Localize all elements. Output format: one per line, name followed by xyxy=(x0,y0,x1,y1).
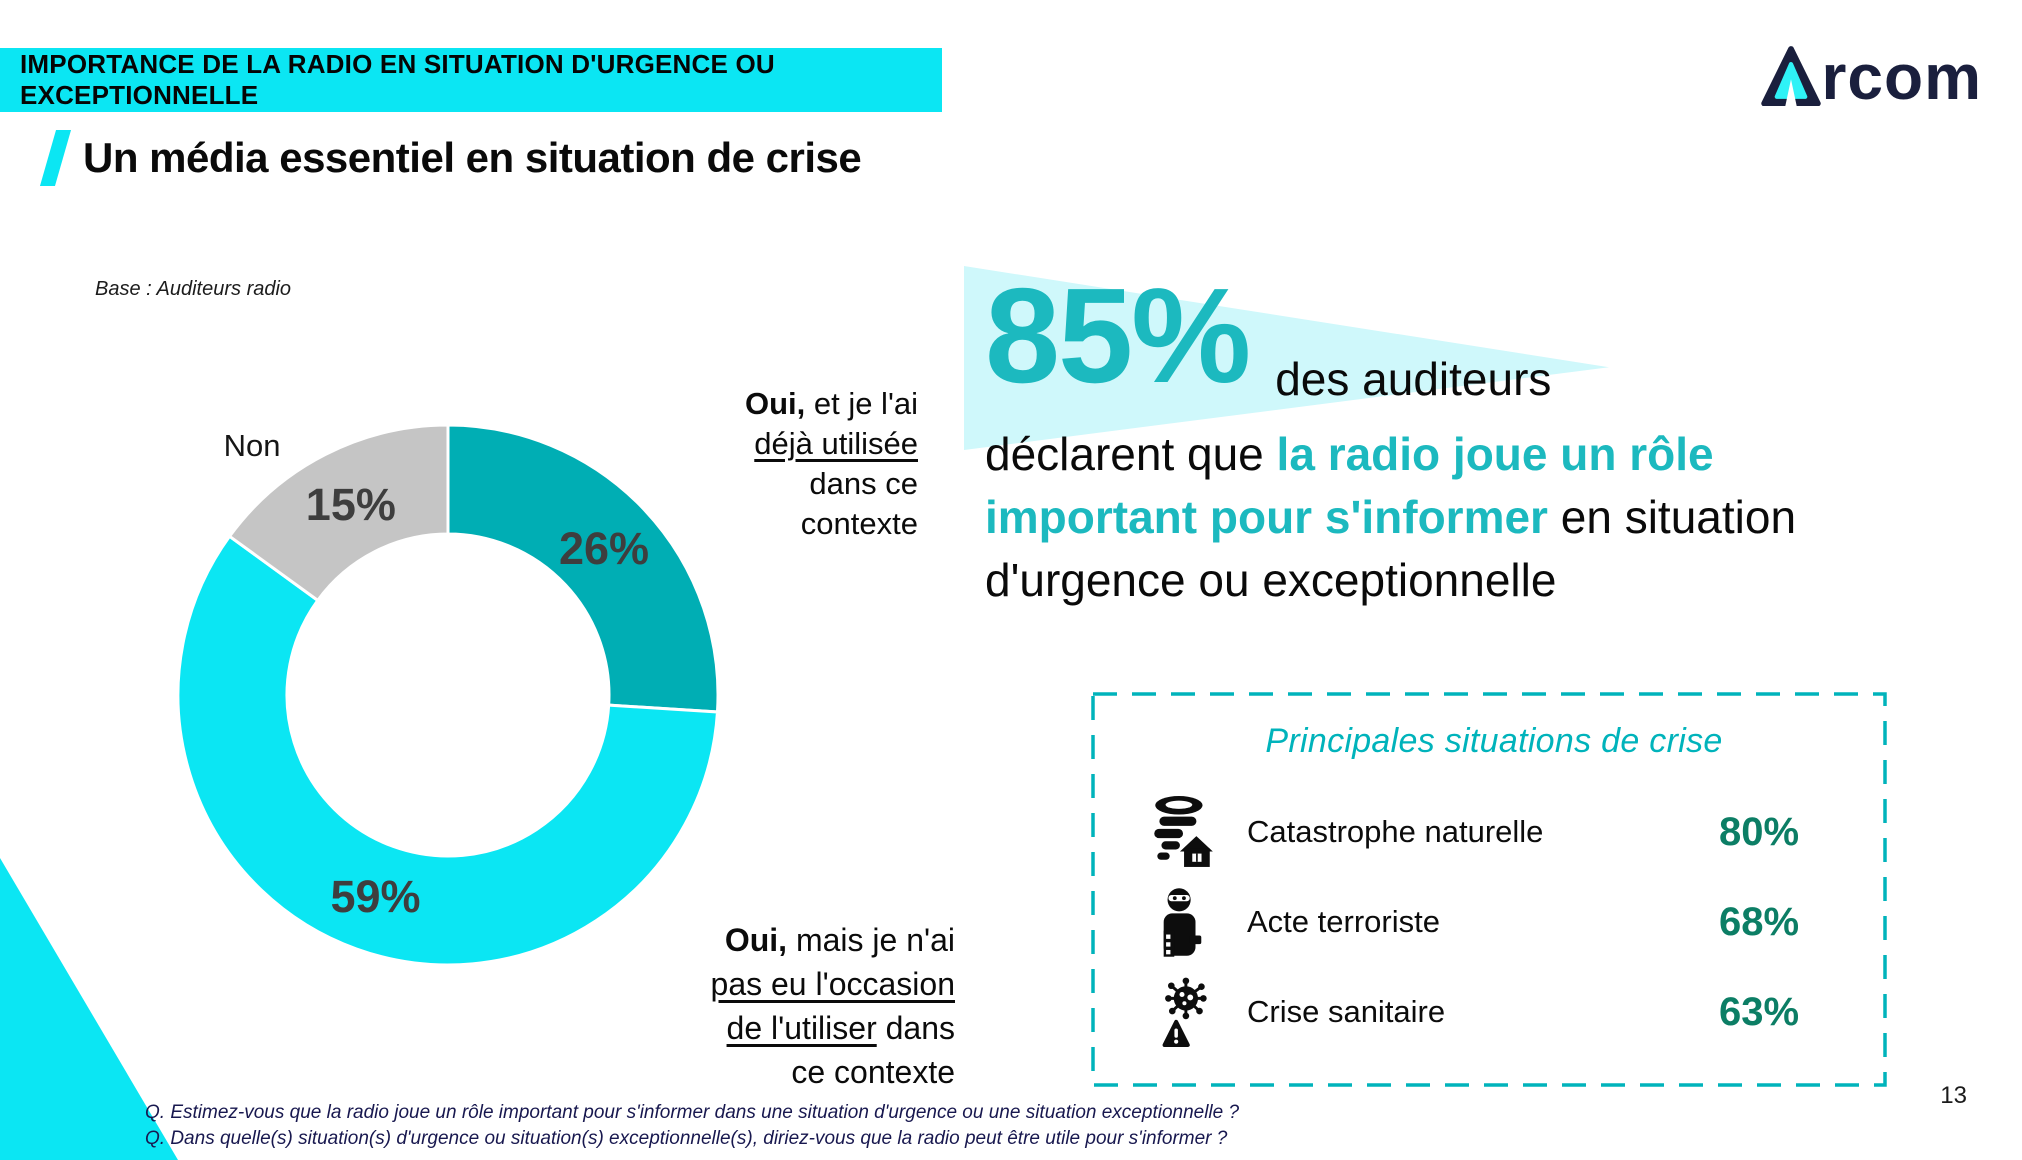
callout-text-accent: important pour s'informer xyxy=(985,491,1548,543)
crisis-row-sanitaire: Crise sanitaire 63% xyxy=(1143,967,1845,1057)
crisis-label: Catastrophe naturelle xyxy=(1247,814,1544,849)
arcom-logo-text: rcom xyxy=(1821,41,1982,113)
footnote-question-1: Q. Estimez-vous que la radio joue un rôl… xyxy=(145,1102,1240,1123)
donut-pct-oui-pas-occasion: 59% xyxy=(330,871,420,922)
callout-text-accent: la radio joue un rôle xyxy=(1276,428,1714,480)
footnote-question-2: Q. Dans quelle(s) situation(s) d'urgence… xyxy=(145,1128,1228,1149)
base-note: Base : Auditeurs radio xyxy=(95,278,292,300)
crisis-row-terroriste: Acte terroriste 68% xyxy=(1143,877,1845,967)
virus-icon xyxy=(1143,977,1221,1047)
label-bold: Oui, xyxy=(724,922,788,958)
donut-segment-non xyxy=(227,423,450,603)
tornado-icon xyxy=(1143,795,1221,869)
donut-label-oui-deja-utilisee: Oui, et je l'ai déjà utilisée dans ce co… xyxy=(745,384,918,544)
label-text: dans xyxy=(876,1010,955,1046)
donut-pct-non: 15% xyxy=(306,479,396,530)
donut-chart-svg: 26% 59% 15% xyxy=(176,423,720,967)
crisis-value: 68% xyxy=(1719,899,1800,944)
terrorist-icon xyxy=(1143,887,1221,957)
label-bold: Oui, xyxy=(744,386,806,421)
label-underlined: pas eu l'occasion xyxy=(710,966,955,1002)
label-text: et je l'ai xyxy=(805,386,918,421)
label-text: mais je n'ai xyxy=(787,922,955,958)
page-title: Un média essentiel en situation de crise xyxy=(83,134,862,181)
arcom-logo-a-icon xyxy=(1760,46,1821,106)
label-underlined: déjà utilisée xyxy=(754,426,918,461)
crisis-box-title: Principales situations de crise xyxy=(1265,722,1723,760)
donut-segment-oui-pas-occasion xyxy=(176,534,720,967)
callout-text: d'urgence ou exceptionnelle xyxy=(985,554,1557,606)
footnotes: Q. Estimez-vous que la radio joue un rôl… xyxy=(145,1100,1239,1152)
header-banner: IMPORTANCE DE LA RADIO EN SITUATION D'UR… xyxy=(0,48,942,112)
crisis-value: 80% xyxy=(1719,809,1800,854)
arcom-logo: rcom xyxy=(1760,41,1983,113)
donut-pct-oui-deja-utilisee: 26% xyxy=(559,523,649,574)
callout-line: d'urgence ou exceptionnelle xyxy=(985,550,1796,611)
crisis-value: 63% xyxy=(1719,989,1800,1034)
header-banner-text: IMPORTANCE DE LA RADIO EN SITUATION D'UR… xyxy=(20,49,775,110)
title-row: Un média essentiel en situation de crise xyxy=(39,130,862,186)
label-text: dans ce xyxy=(809,466,918,501)
callout-text: déclarent que xyxy=(985,428,1277,480)
donut-segment-oui-deja-utilisee xyxy=(446,423,720,714)
callout-text: en situation xyxy=(1547,491,1797,543)
callout-line: déclarent que la radio joue un rôle xyxy=(985,424,1796,485)
crisis-label: Crise sanitaire xyxy=(1247,994,1446,1029)
donut-label-non: Non xyxy=(223,428,281,463)
donut-label-oui-pas-occasion: Oui, mais je n'ai pas eu l'occasion de l… xyxy=(711,918,955,1094)
crisis-row-catastrophe: Catastrophe naturelle 80% xyxy=(1143,787,1845,877)
crisis-box: Principales situations de crise xyxy=(1091,692,1887,1087)
callout-stat-suffix: des auditeurs xyxy=(1275,353,1552,405)
callout-stat: 85% xyxy=(985,260,1251,411)
title-slash-icon xyxy=(39,130,72,186)
donut-chart: 26% 59% 15% xyxy=(168,415,728,975)
callout-block: 85% des auditeurs déclarent que la radio… xyxy=(985,250,1796,611)
crisis-box-dashed-border xyxy=(1091,692,1887,1087)
page-number: 13 xyxy=(1940,1082,1967,1109)
label-text: ce contexte xyxy=(791,1054,955,1090)
crisis-label: Acte terroriste xyxy=(1247,904,1440,939)
label-underlined: de l'utiliser xyxy=(726,1010,877,1046)
label-text: contexte xyxy=(800,506,918,541)
callout-line: important pour s'informer en situation xyxy=(985,487,1796,548)
